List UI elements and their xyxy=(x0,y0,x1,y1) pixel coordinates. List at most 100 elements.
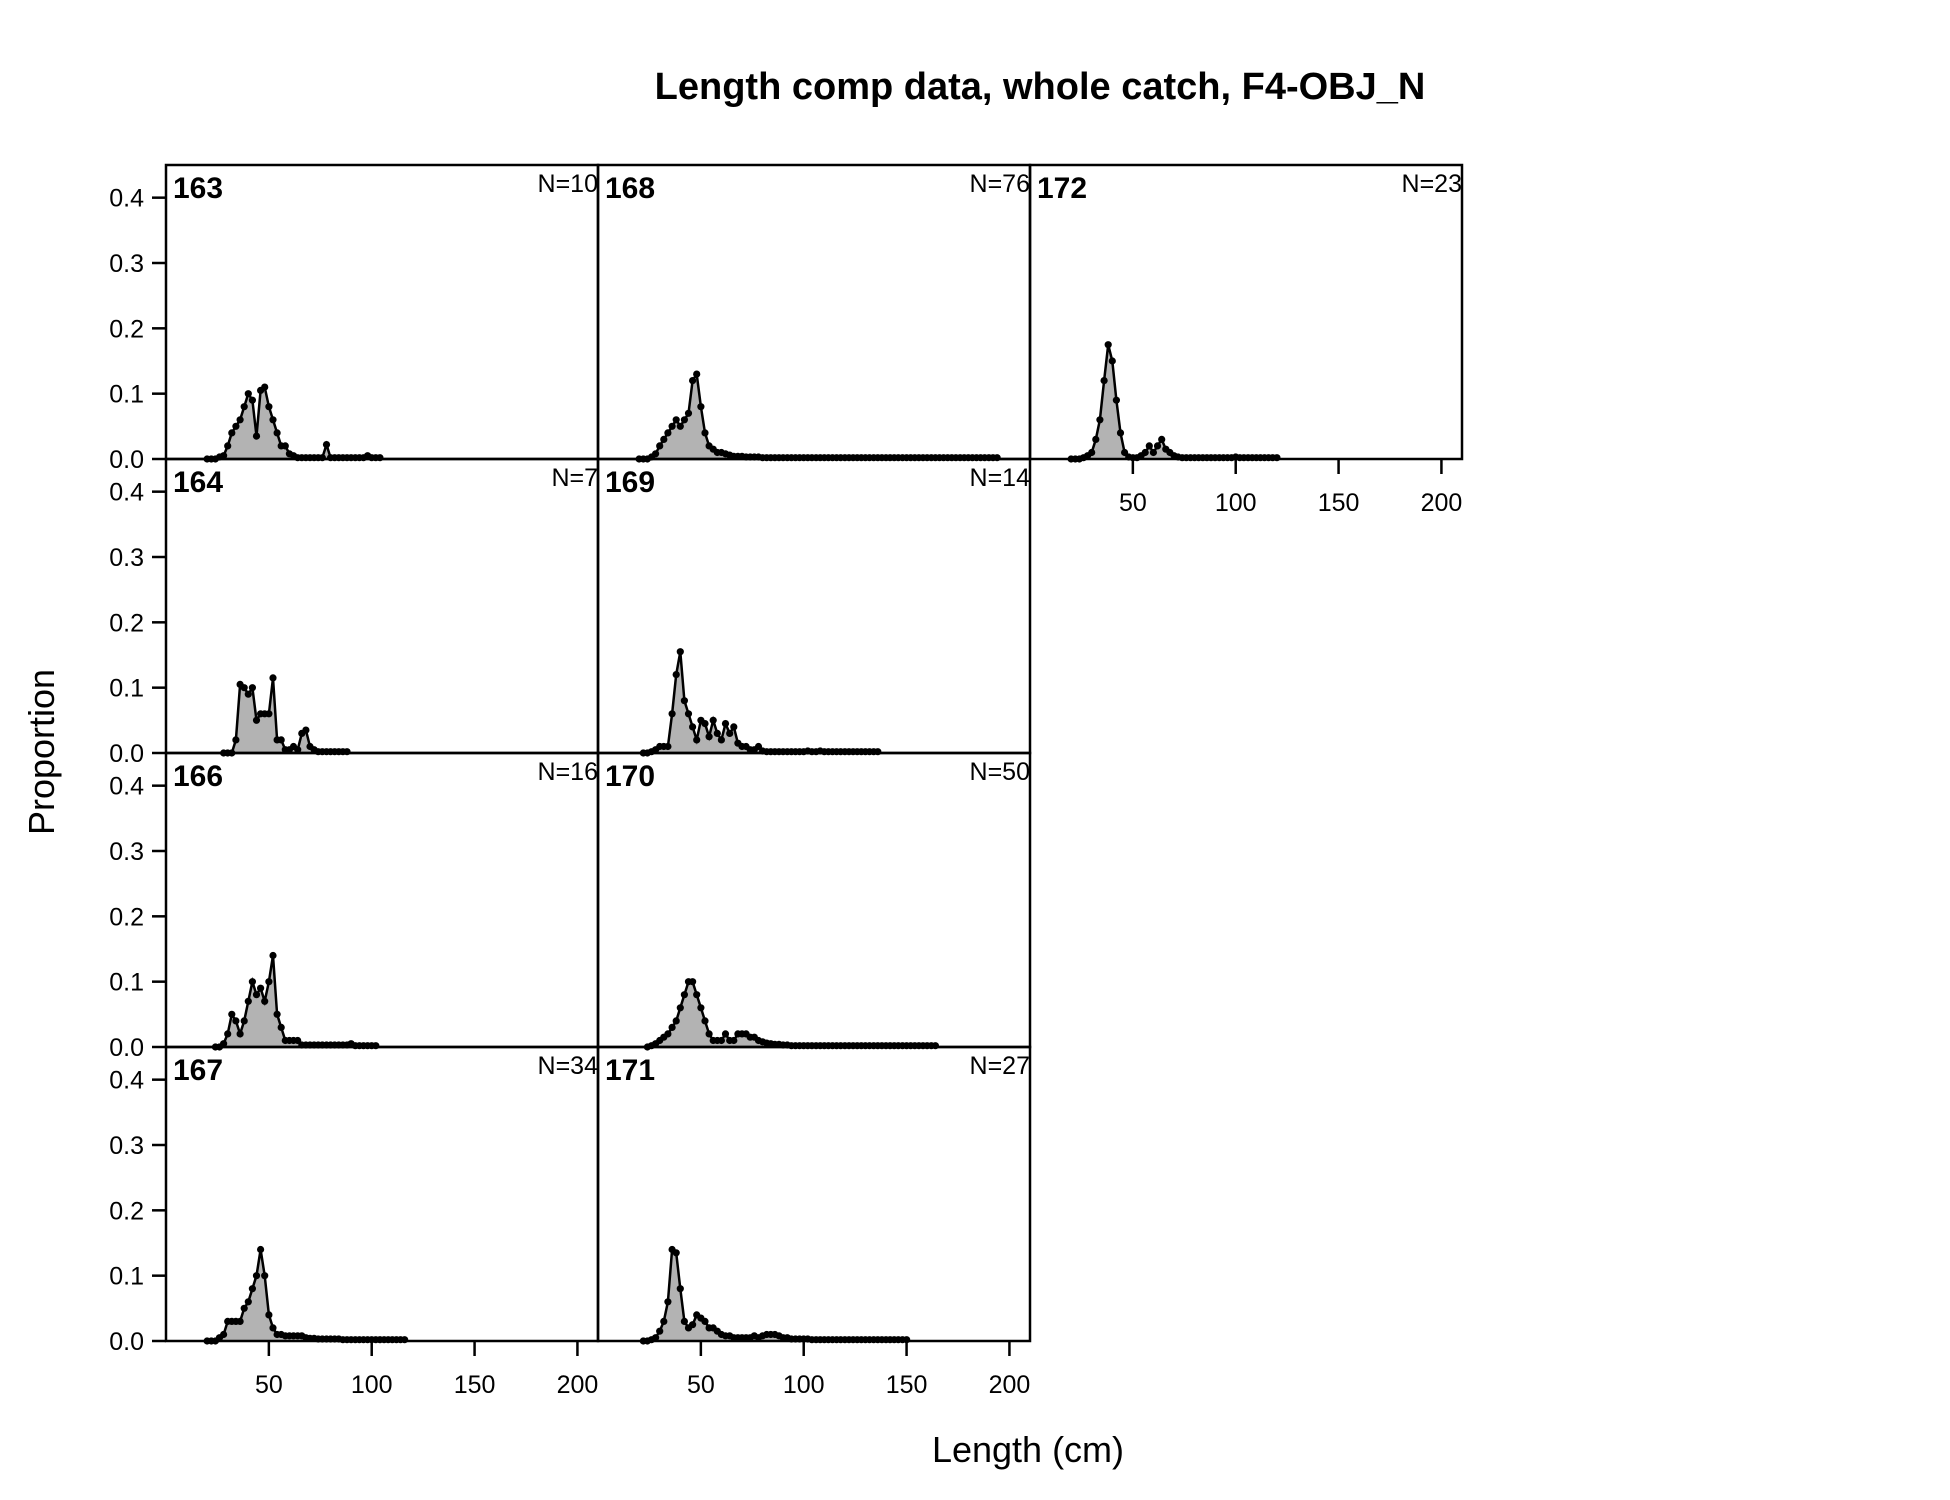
data-point xyxy=(721,1030,730,1038)
data-point xyxy=(252,432,261,440)
y-tick-label: 0.1 xyxy=(109,381,144,409)
panel-frame xyxy=(164,163,600,461)
data-point xyxy=(709,716,717,724)
data-point xyxy=(248,978,256,986)
data-point xyxy=(248,396,256,404)
data-point xyxy=(273,1010,281,1018)
panel-171: 171 N=27 50 100 150 200 xyxy=(596,1045,1032,1399)
panel-168: 168 N=76 xyxy=(596,163,1032,463)
data-point xyxy=(240,684,248,692)
data-point xyxy=(660,1317,668,1325)
area-167 xyxy=(207,1249,405,1341)
data-point xyxy=(244,390,252,398)
data-point xyxy=(224,1030,232,1038)
data-point xyxy=(220,452,228,460)
data-point xyxy=(672,1249,680,1257)
data-point xyxy=(713,729,721,738)
data-point xyxy=(701,429,709,437)
data-point xyxy=(232,422,240,430)
data-point xyxy=(261,383,269,391)
data-point xyxy=(730,1036,738,1045)
sample-size-label: N=7 xyxy=(551,464,598,492)
y-tick-label: 0.0 xyxy=(109,446,144,474)
data-point xyxy=(717,736,726,744)
data-point xyxy=(680,991,689,999)
data-point xyxy=(701,1317,709,1325)
y-tick-label: 0.2 xyxy=(109,315,144,343)
data-point xyxy=(265,710,273,718)
x-tick-label: 100 xyxy=(351,1371,393,1399)
data-point xyxy=(302,726,310,734)
data-point xyxy=(232,1017,240,1025)
x-tick-label: 100 xyxy=(1215,489,1257,517)
panel-label: 169 xyxy=(605,466,655,499)
data-point xyxy=(676,1285,684,1293)
y-tick-label: 0.4 xyxy=(109,1067,144,1095)
data-point xyxy=(676,1004,684,1012)
data-point xyxy=(269,674,277,682)
data-point xyxy=(726,729,734,738)
y-tick-label: 0.0 xyxy=(109,1328,144,1356)
panel-frame xyxy=(164,1045,600,1343)
data-point xyxy=(721,720,730,728)
area-171 xyxy=(643,1249,907,1341)
data-point xyxy=(257,984,265,992)
panels: 163 N=10 0.0 0.1 0.2 0.3 0.4 164 N=7 0.0 0.1 0.2 0.3… xyxy=(109,163,1464,1399)
data-point xyxy=(684,409,693,417)
data-point xyxy=(1104,341,1112,349)
x-axis-label: Length (cm) xyxy=(932,1429,1124,1470)
panel-label: 166 xyxy=(173,760,223,793)
y-tick-label: 0.2 xyxy=(109,1197,144,1225)
data-point xyxy=(676,648,684,656)
data-point xyxy=(1088,448,1096,457)
sample-size-label: N=34 xyxy=(538,1052,599,1080)
data-point xyxy=(664,742,672,751)
data-point xyxy=(277,1023,285,1031)
panel-172: 172 N=23 50 100 150 200 xyxy=(1028,163,1464,517)
data-point xyxy=(672,416,680,424)
panel-frame xyxy=(596,751,1032,1049)
sample-size-label: N=16 xyxy=(538,758,598,786)
data-point xyxy=(664,1030,672,1038)
data-point xyxy=(261,1272,269,1280)
data-point xyxy=(224,442,232,450)
data-point xyxy=(294,746,302,754)
data-point xyxy=(693,991,701,999)
data-point xyxy=(228,1010,236,1018)
data-point xyxy=(277,736,285,744)
y-tick-label: 0.2 xyxy=(109,609,144,637)
x-tick-label: 200 xyxy=(1421,489,1463,517)
panel-167: 167 N=34 0.0 0.1 0.2 0.3 0.4 50 100 150 200 xyxy=(109,1045,600,1399)
sample-size-label: N=50 xyxy=(970,758,1030,786)
data-point xyxy=(265,403,273,411)
sample-size-label: N=14 xyxy=(970,464,1031,492)
x-tick-label: 200 xyxy=(557,1371,599,1399)
y-tick-label: 0.3 xyxy=(109,838,144,866)
data-point xyxy=(672,1017,680,1025)
data-point xyxy=(676,422,684,430)
data-point xyxy=(248,1285,256,1293)
panel-label: 163 xyxy=(173,172,223,205)
panel-frame xyxy=(596,1045,1032,1343)
data-point xyxy=(689,723,697,731)
data-point xyxy=(652,450,660,458)
area-168 xyxy=(639,374,998,459)
panel-frame xyxy=(596,457,1032,755)
y-tick-label: 0.4 xyxy=(109,479,144,507)
data-point xyxy=(697,1004,705,1012)
data-point xyxy=(680,697,689,705)
data-point xyxy=(1112,396,1120,404)
panel-163: 163 N=10 0.0 0.1 0.2 0.3 0.4 xyxy=(109,163,600,474)
area-169 xyxy=(643,651,878,753)
data-point xyxy=(244,997,252,1005)
y-tick-label: 0.3 xyxy=(109,1132,144,1160)
data-point xyxy=(664,1298,672,1306)
panel-label: 168 xyxy=(605,172,655,205)
panel-label: 167 xyxy=(173,1054,223,1087)
data-point xyxy=(1158,435,1166,443)
sample-size-label: N=27 xyxy=(970,1052,1030,1080)
data-point xyxy=(668,710,676,718)
data-point xyxy=(684,710,693,718)
data-point xyxy=(269,951,277,960)
